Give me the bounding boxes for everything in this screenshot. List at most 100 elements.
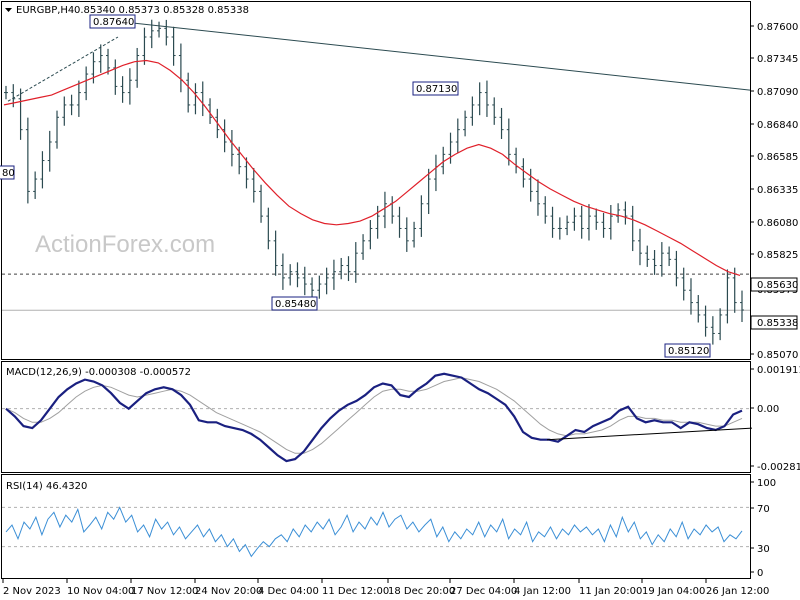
price-bar (200, 81, 205, 117)
price-bar (740, 290, 744, 323)
price-bar (404, 217, 409, 252)
price-bar (448, 132, 453, 164)
moving-average-line (3, 59, 741, 276)
macd-panel-frame (1, 361, 751, 473)
price-bar (229, 129, 234, 167)
price-bar (84, 66, 89, 101)
time-axis-label: 11 Jan 20:00 (579, 586, 642, 597)
price-trendline (113, 20, 751, 91)
price-bar (718, 308, 723, 341)
price-bar (295, 262, 300, 288)
price-bar (514, 147, 519, 174)
price-axis-label: 0.86840 (757, 120, 798, 131)
macd-axis-label: 0.00 (757, 404, 779, 415)
time-axis-label: 11 Dec 12:00 (322, 586, 389, 597)
price-bar (113, 59, 118, 95)
price-bar (659, 242, 664, 277)
price-bar (492, 97, 497, 125)
price-bar (543, 196, 548, 224)
price-bar (302, 266, 307, 296)
rsi-axis: 100 70 30 0 (750, 478, 776, 579)
price-bar (40, 151, 45, 189)
price-bar (696, 295, 701, 323)
price-bar (433, 154, 438, 192)
price-bar (557, 217, 562, 240)
ohlc-readout: 0.85340 0.85373 0.85328 0.85338 (74, 5, 249, 16)
price-bar (222, 119, 227, 153)
label-085120-text: 0.85120 (668, 346, 709, 357)
axis-badge-085338: 0.85338 (750, 315, 798, 330)
triangle-down-icon[interactable] (5, 8, 12, 12)
price-panel-frame (1, 1, 751, 360)
price-bar (273, 230, 278, 276)
price-bar (76, 80, 81, 117)
rsi-line (5, 506, 743, 558)
price-bar (535, 179, 540, 216)
price-axis-label: 0.87090 (757, 87, 798, 98)
price-bar (157, 21, 162, 38)
axis-badge-085630-text: 0.85630 (757, 280, 798, 291)
moving-average-layer (3, 59, 741, 276)
price-bar (623, 201, 628, 225)
window-header: EURGBP,H4 0.85340 0.85373 0.85328 0.8533… (5, 5, 249, 16)
rsi-axis-label: 0 (757, 568, 763, 579)
price-axis-label: 0.86585 (757, 152, 798, 163)
price-bar (390, 196, 395, 224)
price-bar (310, 277, 315, 297)
price-bar (550, 206, 555, 238)
price-bar (710, 316, 715, 345)
price-bar (259, 184, 264, 223)
price-bar (506, 118, 511, 166)
time-axis-label: 19 Jan 04:00 (642, 586, 705, 597)
rsi-axis-label: 70 (757, 504, 770, 515)
time-axis-label: 4 Jan 12:00 (514, 586, 571, 597)
price-bar (484, 80, 489, 117)
time-axis-label: 10 Nov 04:00 (67, 586, 134, 597)
price-bar (25, 117, 30, 204)
time-axis-label: 4 Dec 04:00 (258, 586, 319, 597)
rsi-axis-label: 30 (757, 544, 770, 555)
price-bar (33, 171, 38, 199)
price-bar (565, 215, 570, 236)
price-bar (667, 246, 672, 267)
rsi-axis-label: 100 (757, 478, 776, 489)
axis-badge-085630-box (750, 277, 798, 292)
label-087130-text: 0.87130 (416, 84, 457, 95)
price-trendline-dashed (7, 36, 119, 102)
label-085480-text: 0.85480 (275, 299, 316, 310)
price-bar (346, 256, 351, 282)
price-bar (419, 195, 424, 237)
price-bar (477, 82, 482, 116)
label-085480-box (271, 296, 318, 311)
price-bar (397, 206, 402, 238)
price-bar (149, 19, 154, 49)
macd-trendline (546, 427, 753, 441)
price-axis-label: 0.86335 (757, 185, 798, 196)
price-bar (331, 259, 336, 290)
price-bar (120, 76, 125, 103)
price-bar (652, 250, 657, 275)
price-bar (674, 250, 679, 287)
price-bar (178, 43, 183, 93)
time-axis-label: 2 Nov 2023 (3, 586, 61, 597)
axis-badge-085338-box (750, 315, 798, 330)
price-bar (463, 110, 468, 137)
macd-line (5, 372, 743, 463)
label-087130-box (412, 81, 459, 96)
price-bar (608, 205, 613, 240)
price-bar (171, 26, 176, 66)
axis-badge-085630: 0.85630 (750, 277, 798, 292)
price-bar (681, 267, 686, 301)
price-bar (244, 157, 249, 189)
price-bar (732, 267, 737, 313)
price-bar (426, 168, 431, 214)
price-bar (142, 27, 147, 65)
price-bar (441, 146, 446, 175)
price-bar (193, 83, 198, 115)
label-085120: 0.85120 (664, 343, 711, 358)
price-axis: 0.87600 0.87345 0.87090 0.86840 0.86585 0.863… (750, 22, 798, 361)
macd-axis-label: 0.001911 (757, 365, 800, 376)
price-axis-label: 0.86080 (757, 218, 798, 229)
price-level-lines (2, 273, 750, 311)
